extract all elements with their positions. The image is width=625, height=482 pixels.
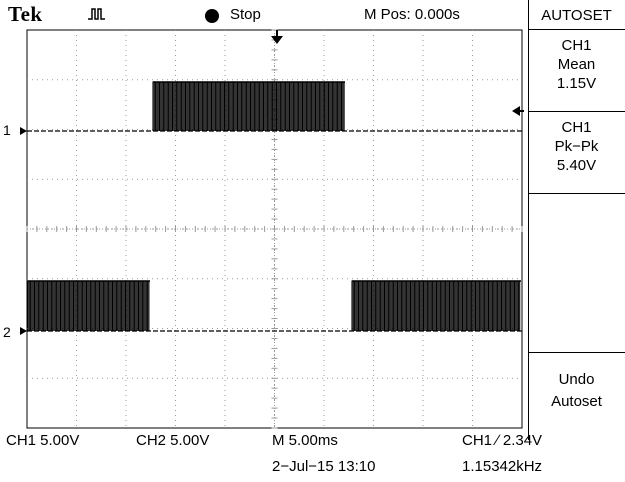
menu-divider xyxy=(528,352,625,353)
menu-divider xyxy=(528,111,625,112)
trigger-position-icon xyxy=(271,36,283,44)
measurement-type: Mean xyxy=(557,56,596,73)
markers xyxy=(20,30,524,335)
menu-divider xyxy=(528,29,625,30)
undo-autoset-button[interactable]: Undo Autoset xyxy=(528,353,625,439)
measurement-mean-button[interactable]: CH1 Mean 1.15V xyxy=(528,30,625,110)
ch2-marker-label: 2 xyxy=(3,324,11,340)
menu-divider xyxy=(528,193,625,194)
measurement-value: 1.15V xyxy=(556,75,597,92)
trigger-level-icon xyxy=(512,106,520,116)
ch2-burst xyxy=(27,280,150,331)
ch2-scale-readout: CH2 5.00V xyxy=(136,432,210,449)
menu-title: AUTOSET xyxy=(541,7,612,24)
brand-logo: Tek xyxy=(8,2,43,26)
ch2-ground-arrow-icon xyxy=(20,327,27,335)
autoset-label: Autoset xyxy=(551,393,602,410)
autoset-side-menu: AUTOSET CH1 Mean 1.15V CH1 Pk−Pk 5.40V U… xyxy=(528,0,625,440)
measurement-source: CH1 xyxy=(561,37,592,54)
ch2-waveform xyxy=(27,280,522,332)
measurement-type: Pk−Pk xyxy=(554,138,599,155)
trigger-readout: CH1 ∕ 2.34V xyxy=(462,432,543,449)
ch1-waveform xyxy=(27,81,522,132)
undo-label: Undo xyxy=(558,371,595,388)
horizontal-position-readout: M Pos: 0.000s xyxy=(364,6,460,23)
ch1-scale-readout: CH1 5.00V xyxy=(6,432,80,449)
menu-divider xyxy=(528,0,529,440)
measurement-pkpk-button[interactable]: CH1 Pk−Pk 5.40V xyxy=(528,112,625,192)
ch1-marker-label: 1 xyxy=(3,122,11,138)
measurement-value: 5.40V xyxy=(556,157,597,174)
datetime-readout: 2−Jul−15 13:10 xyxy=(272,458,376,475)
graticule-grid xyxy=(26,29,523,429)
measurement-source: CH1 xyxy=(561,119,592,136)
ch1-burst xyxy=(152,81,345,131)
ch2-burst xyxy=(351,280,521,331)
ch1-ground-arrow-icon xyxy=(20,127,27,135)
timebase-readout: M 5.00ms xyxy=(272,432,338,449)
run-state-label: Stop xyxy=(230,6,261,23)
stop-icon xyxy=(205,9,219,23)
frequency-readout: 1.15342kHz xyxy=(462,458,543,475)
